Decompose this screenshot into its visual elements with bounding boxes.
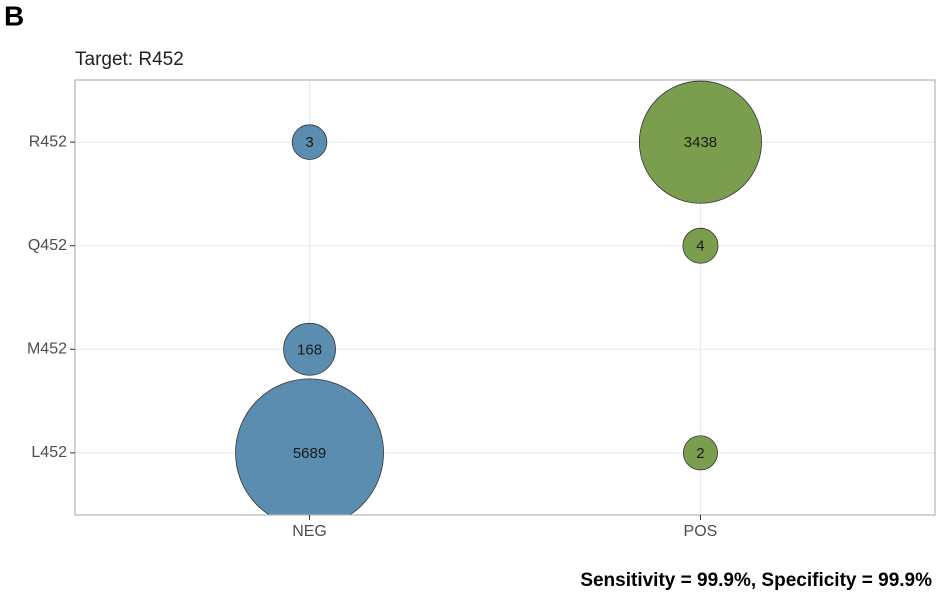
bubble (291, 124, 328, 160)
panel-label: B (4, 0, 24, 31)
bubble (682, 435, 718, 471)
bubble (235, 378, 384, 515)
y-tick-label: L452 (31, 444, 67, 461)
bubble (682, 227, 719, 264)
chart-title: Target: R452 (75, 49, 184, 70)
bubble (638, 80, 762, 204)
value-label: 2 (696, 445, 704, 462)
x-tick-label: POS (684, 523, 718, 540)
bubble (283, 322, 336, 376)
y-tick-label: M452 (27, 341, 67, 358)
value-label: 3438 (684, 134, 717, 151)
panel-border (74, 79, 936, 516)
y-tick-label: R452 (29, 133, 67, 150)
plot-area: 3 168 5689 3438 4 2 (235, 80, 762, 515)
value-label: 4 (696, 238, 704, 255)
x-tick-label: NEG (292, 523, 327, 540)
footer: Sensitivity = 99.9%, Specificity = 99.9% (580, 570, 932, 591)
grid (75, 80, 935, 515)
y-tick-label: Q452 (28, 237, 67, 254)
value-label: 3 (305, 134, 313, 151)
value-label: 5689 (293, 445, 326, 462)
value-label: 168 (297, 341, 322, 358)
